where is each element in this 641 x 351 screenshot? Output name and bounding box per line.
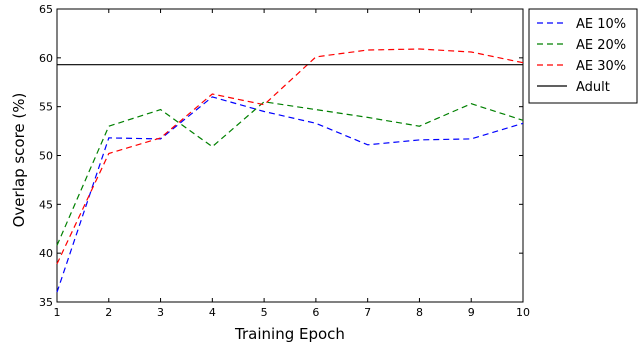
x-tick-label: 10 [516, 306, 530, 319]
x-tick-label: 4 [209, 306, 216, 319]
y-tick-label: 35 [39, 296, 53, 309]
series-line-ae-10 [56, 96, 524, 293]
x-tick-label: 3 [157, 306, 164, 319]
y-axis-label: Overlap score (%) [10, 93, 28, 228]
legend: AE 10% AE 20% AE 30% Adult [528, 8, 638, 104]
series-line-ae-20 [56, 101, 524, 246]
x-tick-label: 6 [312, 306, 319, 319]
series-line-ae-30 [56, 48, 524, 265]
y-tick-label: 40 [39, 247, 53, 260]
x-tick-label: 1 [54, 306, 61, 319]
x-tick-label: 9 [468, 306, 475, 319]
x-tick-label: 5 [261, 306, 268, 319]
legend-label: AE 10% [576, 17, 626, 32]
y-tick-label: 65 [39, 3, 53, 16]
y-tick-label: 45 [39, 198, 53, 211]
legend-label: AE 30% [576, 59, 626, 74]
legend-label: AE 20% [576, 38, 626, 53]
x-tick-label: 7 [364, 306, 371, 319]
y-tick-label: 60 [39, 52, 53, 65]
y-tick-label: 50 [39, 150, 53, 163]
x-tick-label: 8 [416, 306, 423, 319]
y-tick-label: 55 [39, 101, 53, 114]
legend-label: Adult [576, 80, 610, 95]
x-tick-label: 2 [105, 306, 112, 319]
x-axis-label: Training Epoch [234, 325, 345, 343]
plot-frame [56, 8, 524, 303]
legend-box [528, 8, 638, 104]
